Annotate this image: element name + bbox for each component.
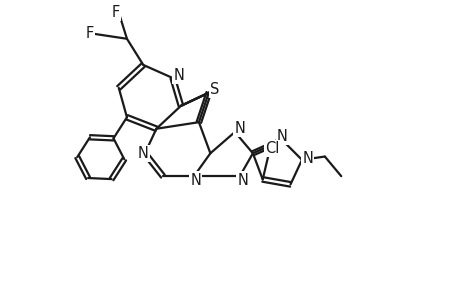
Text: N: N bbox=[173, 68, 184, 83]
Text: F: F bbox=[112, 5, 120, 20]
Text: N: N bbox=[138, 146, 148, 161]
Text: S: S bbox=[209, 82, 219, 97]
Text: N: N bbox=[302, 151, 313, 166]
Text: F: F bbox=[85, 26, 93, 41]
Text: N: N bbox=[276, 129, 287, 144]
Text: N: N bbox=[237, 172, 248, 188]
Text: N: N bbox=[234, 121, 245, 136]
Text: Cl: Cl bbox=[264, 141, 279, 156]
Text: N: N bbox=[190, 172, 201, 188]
